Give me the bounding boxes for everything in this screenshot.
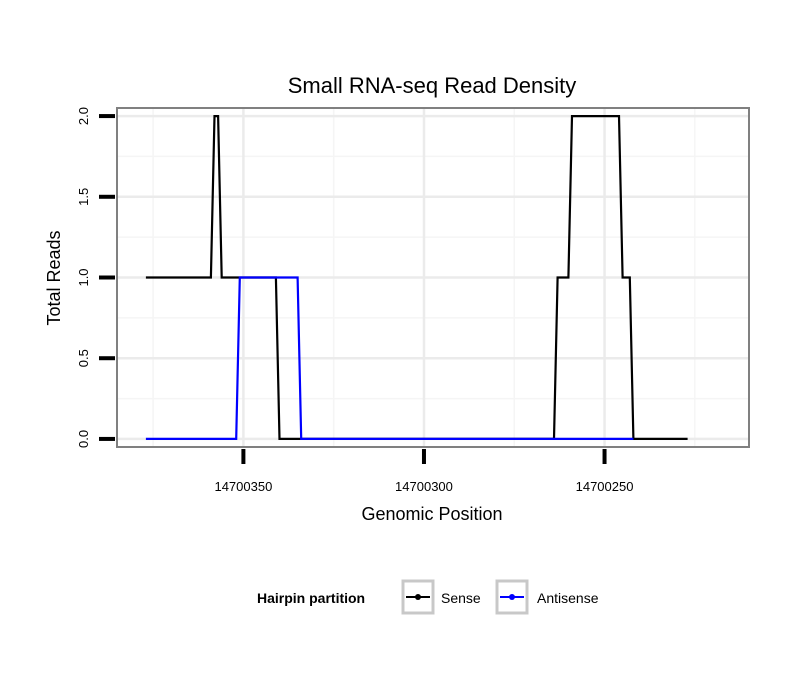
legend-dot-antisense — [509, 594, 515, 600]
x-tick-label: 14700300 — [395, 479, 453, 494]
y-tick-label: 0.5 — [76, 349, 91, 367]
y-tick-label: 1.5 — [76, 188, 91, 206]
y-axis-title: Total Reads — [44, 230, 64, 325]
legend-label-antisense: Antisense — [537, 590, 599, 606]
y-tick-label: 1.0 — [76, 268, 91, 286]
x-tick-label: 14700250 — [576, 479, 634, 494]
series-line-antisense — [145, 276, 634, 440]
x-tick-label: 14700350 — [214, 479, 272, 494]
series-lines — [145, 114, 688, 440]
legend-title: Hairpin partition — [257, 590, 365, 606]
y-tick-label: 0.0 — [76, 430, 91, 448]
x-axis: 14700350 14700300 14700250 — [214, 449, 633, 494]
legend-label-sense: Sense — [441, 590, 481, 606]
plot-panel-border — [116, 107, 750, 448]
legend: Hairpin partition Sense Antisense — [257, 579, 599, 615]
y-tick-label: 2.0 — [76, 107, 91, 125]
y-axis: 0.0 0.5 1.0 1.5 2.0 — [76, 107, 115, 448]
legend-dot-sense — [415, 594, 421, 600]
chart-title: Small RNA-seq Read Density — [288, 73, 577, 98]
legend-item-antisense: Antisense — [495, 579, 599, 615]
x-axis-title: Genomic Position — [361, 504, 502, 524]
legend-item-sense: Sense — [401, 579, 481, 615]
